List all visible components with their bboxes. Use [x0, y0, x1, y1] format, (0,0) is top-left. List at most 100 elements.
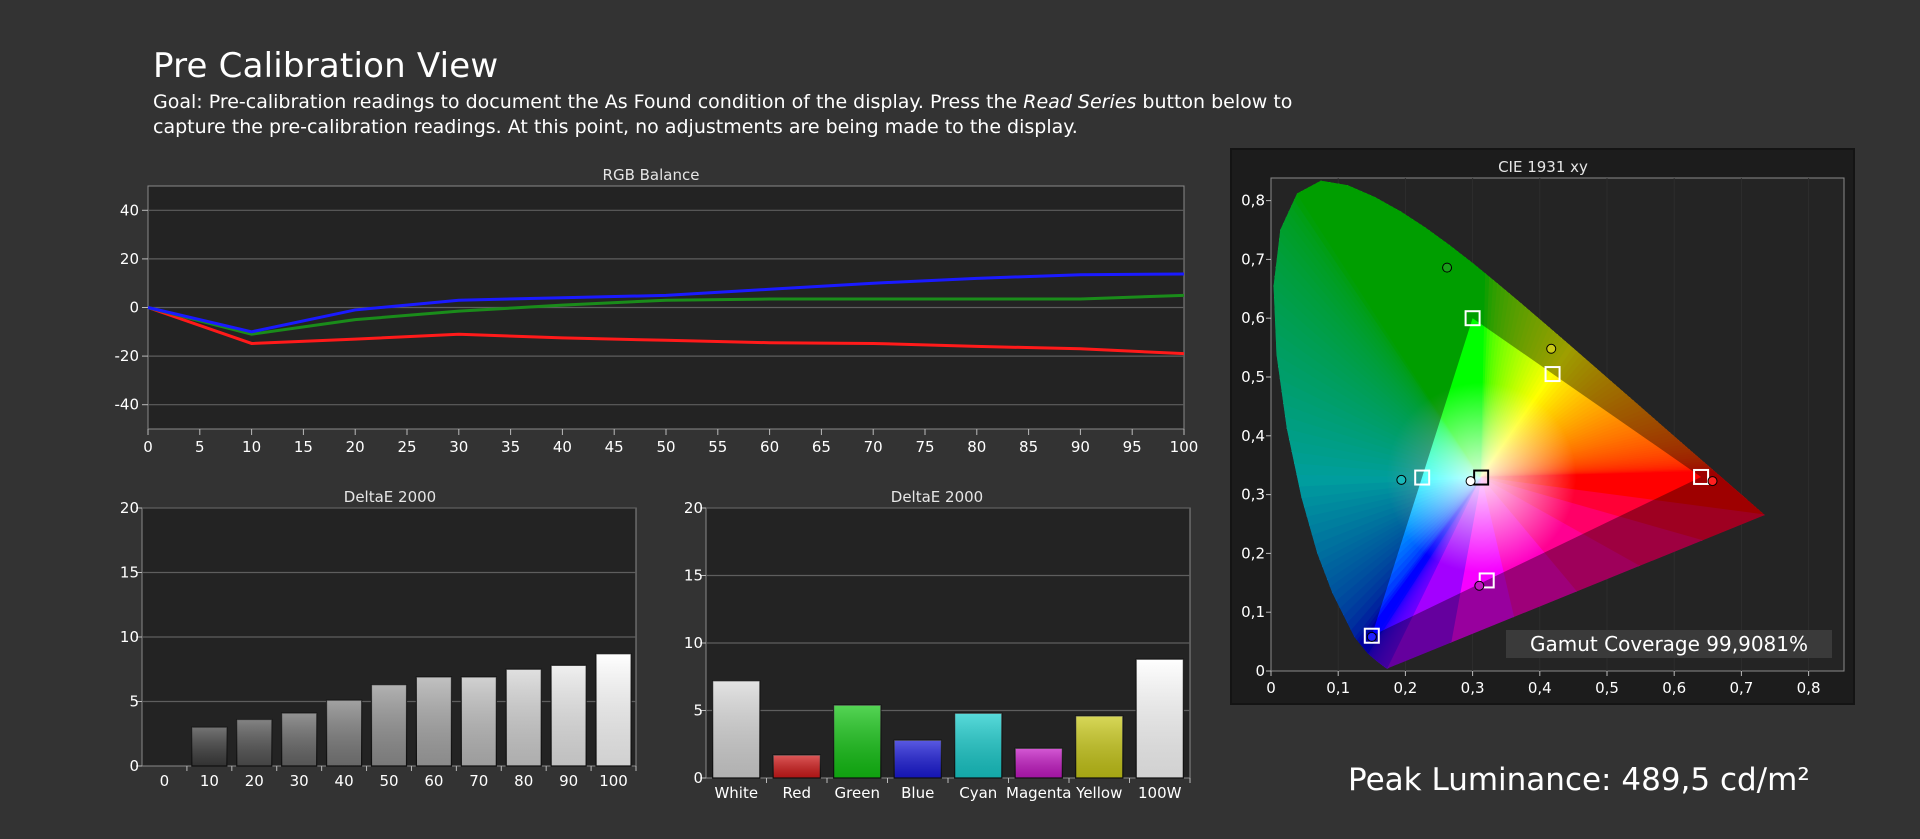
rgb-xtick-label: 75: [915, 438, 934, 456]
cie-ytick-label: 0,5: [1241, 368, 1265, 386]
cie-measured-point: [1707, 476, 1718, 487]
cie-xtick-label: 0,6: [1662, 679, 1686, 697]
deltae-color-xtick-label: Cyan: [959, 784, 997, 802]
cie-target-square: [1363, 627, 1380, 644]
deltae-gray-xtick-label: 10: [200, 772, 219, 790]
cie-title: CIE 1931 xy: [1498, 158, 1588, 176]
deltae-colors-chart: DeltaE 2000 White Red Green Blue Cyan Magenta…: [684, 488, 1191, 802]
goal-text-1: Goal: Pre-calibration readings to docume…: [153, 91, 1024, 113]
cie-xtick-label: 0,8: [1797, 679, 1821, 697]
deltae-color-ytick-label: 20: [684, 499, 703, 517]
rgb-balance-chart: RGB Balance 0 5 10 15 20 25 30 35 40 45 50 55 60 65 70…: [115, 166, 1199, 456]
deltae-color-ytick-label: 15: [684, 567, 703, 585]
rgb-chart-title: RGB Balance: [603, 166, 700, 184]
rgb-xtick-label: 25: [397, 438, 416, 456]
cie-xtick-label: 0,2: [1393, 679, 1417, 697]
rgb-series-line-2: [147, 272, 1185, 334]
rgb-ytick-label: 40: [120, 201, 139, 219]
deltae-gray-bar-shade: [326, 700, 362, 766]
deltae-color-bar-shade: [1075, 715, 1123, 778]
goal-description: Goal: Pre-calibration readings to docume…: [153, 90, 1293, 140]
deltae-color-xtick-label: Magenta: [1006, 784, 1071, 802]
rgb-xtick-label: 95: [1123, 438, 1142, 456]
rgb-ytick-label: -20: [115, 347, 140, 365]
deltae-gray-xtick-label: 40: [335, 772, 354, 790]
deltae-gray-bar-shade: [596, 653, 632, 766]
cie-target-square: [1414, 469, 1431, 486]
cie-ytick-label: 0: [1255, 662, 1265, 680]
deltae-gray-bar-shade: [191, 727, 227, 766]
deltae-gray-ytick-label: 10: [120, 628, 139, 646]
deltae-gray-ytick-label: 5: [129, 693, 139, 711]
deltae-gray-bar-shade: [461, 676, 497, 766]
cie-horseshoe-gradient: [1273, 180, 1765, 669]
rgb-xtick-label: 0: [143, 438, 153, 456]
cie-white-target: [1473, 469, 1490, 486]
deltae-gray-ytick-label: 15: [120, 564, 139, 582]
rgb-xtick-label: 50: [656, 438, 675, 456]
cie-ytick-label: 0,2: [1241, 544, 1265, 562]
rgb-ytick-label: -40: [115, 396, 140, 414]
deltae-gray-bar-shade: [416, 676, 452, 766]
cie-target-square: [1464, 310, 1481, 327]
cie-measured-point: [1546, 343, 1557, 354]
rgb-xtick-label: 5: [195, 438, 205, 456]
deltae-color-xtick-label: Yellow: [1075, 784, 1122, 802]
deltae-color-xtick-label: Red: [783, 784, 812, 802]
deltae-gray-bar-shade: [281, 713, 317, 766]
deltae-gray-ytick-label: 0: [129, 757, 139, 775]
deltae-gray-xtick-label: 60: [424, 772, 443, 790]
deltae-grayscale-chart: DeltaE 2000 0 10 20 30 40 50 60 70 80 90 100 0 5 10 1…: [120, 488, 637, 790]
peak-luminance-label: Peak Luminance: 489,5 cd/m²: [1348, 762, 1810, 798]
rgb-xtick-label: 40: [553, 438, 572, 456]
read-series-emphasis: Read Series: [1023, 91, 1137, 113]
deltae-gray-bar-shade: [236, 719, 272, 766]
rgb-xtick-label: 15: [294, 438, 313, 456]
deltae-gray-xtick-label: 20: [245, 772, 264, 790]
goal-text-2: button below to capture the pre-calibrat…: [153, 91, 1293, 138]
cie-xtick-label: 0: [1266, 679, 1276, 697]
rgb-xtick-label: 35: [501, 438, 520, 456]
cie-ytick-label: 0,3: [1241, 486, 1265, 504]
rgb-xtick-label: 65: [812, 438, 831, 456]
rgb-xtick-label: 55: [708, 438, 727, 456]
gamut-coverage-label: Gamut Coverage 99,9081%: [1506, 630, 1832, 658]
rgb-xtick-label: 45: [605, 438, 624, 456]
deltae-color-xtick-label: White: [714, 784, 758, 802]
cie-1931-chart: CIE 1931 xy 0 0,1 0,2 0,3 0,4 0,5 0,6 0,7 0,8 0 0…: [1230, 148, 1855, 705]
rgb-ytick-label: 20: [120, 250, 139, 268]
cie-target-square: [1693, 468, 1710, 485]
deltae-gray-xtick-label: 50: [379, 772, 398, 790]
deltae-gray-xtick-label: 30: [290, 772, 309, 790]
deltae-color-ytick-label: 0: [693, 769, 703, 787]
cie-xtick-label: 0,3: [1461, 679, 1485, 697]
deltae-color-bar-shade: [773, 755, 821, 778]
rgb-series-line-0: [147, 306, 1185, 356]
cie-white-glow: [1386, 382, 1577, 573]
deltae-color-ytick-label: 10: [684, 634, 703, 652]
deltae-color-xtick-label: Blue: [901, 784, 934, 802]
cie-measured-point: [1474, 580, 1485, 591]
cie-xtick-label: 0,5: [1595, 679, 1619, 697]
cie-measured-point: [1465, 476, 1476, 487]
deltae-color-bar-shade: [833, 705, 881, 778]
deltae-color-bar-shade: [894, 740, 942, 778]
cie-measured-point: [1366, 631, 1377, 642]
rgb-xtick-label: 100: [1170, 438, 1199, 456]
cie-xtick-label: 0,4: [1528, 679, 1552, 697]
deltae-color-xtick-label: Green: [835, 784, 880, 802]
cie-ytick-label: 0,7: [1241, 250, 1265, 268]
rgb-xtick-label: 80: [967, 438, 986, 456]
cie-target-square: [1478, 572, 1495, 589]
deltae-gray-bar-shade: [551, 665, 587, 766]
cie-ytick-label: 0,1: [1241, 603, 1265, 621]
cie-measured-point: [1396, 474, 1407, 485]
rgb-xtick-label: 85: [1019, 438, 1038, 456]
deltae-color-bar-shade: [1136, 659, 1184, 778]
deltae-gray-xtick-label: 80: [514, 772, 533, 790]
cie-ytick-label: 0,4: [1241, 427, 1265, 445]
rgb-xtick-label: 60: [760, 438, 779, 456]
deltae-gray-bar-shade: [506, 669, 542, 766]
cie-measured-point: [1442, 262, 1453, 273]
